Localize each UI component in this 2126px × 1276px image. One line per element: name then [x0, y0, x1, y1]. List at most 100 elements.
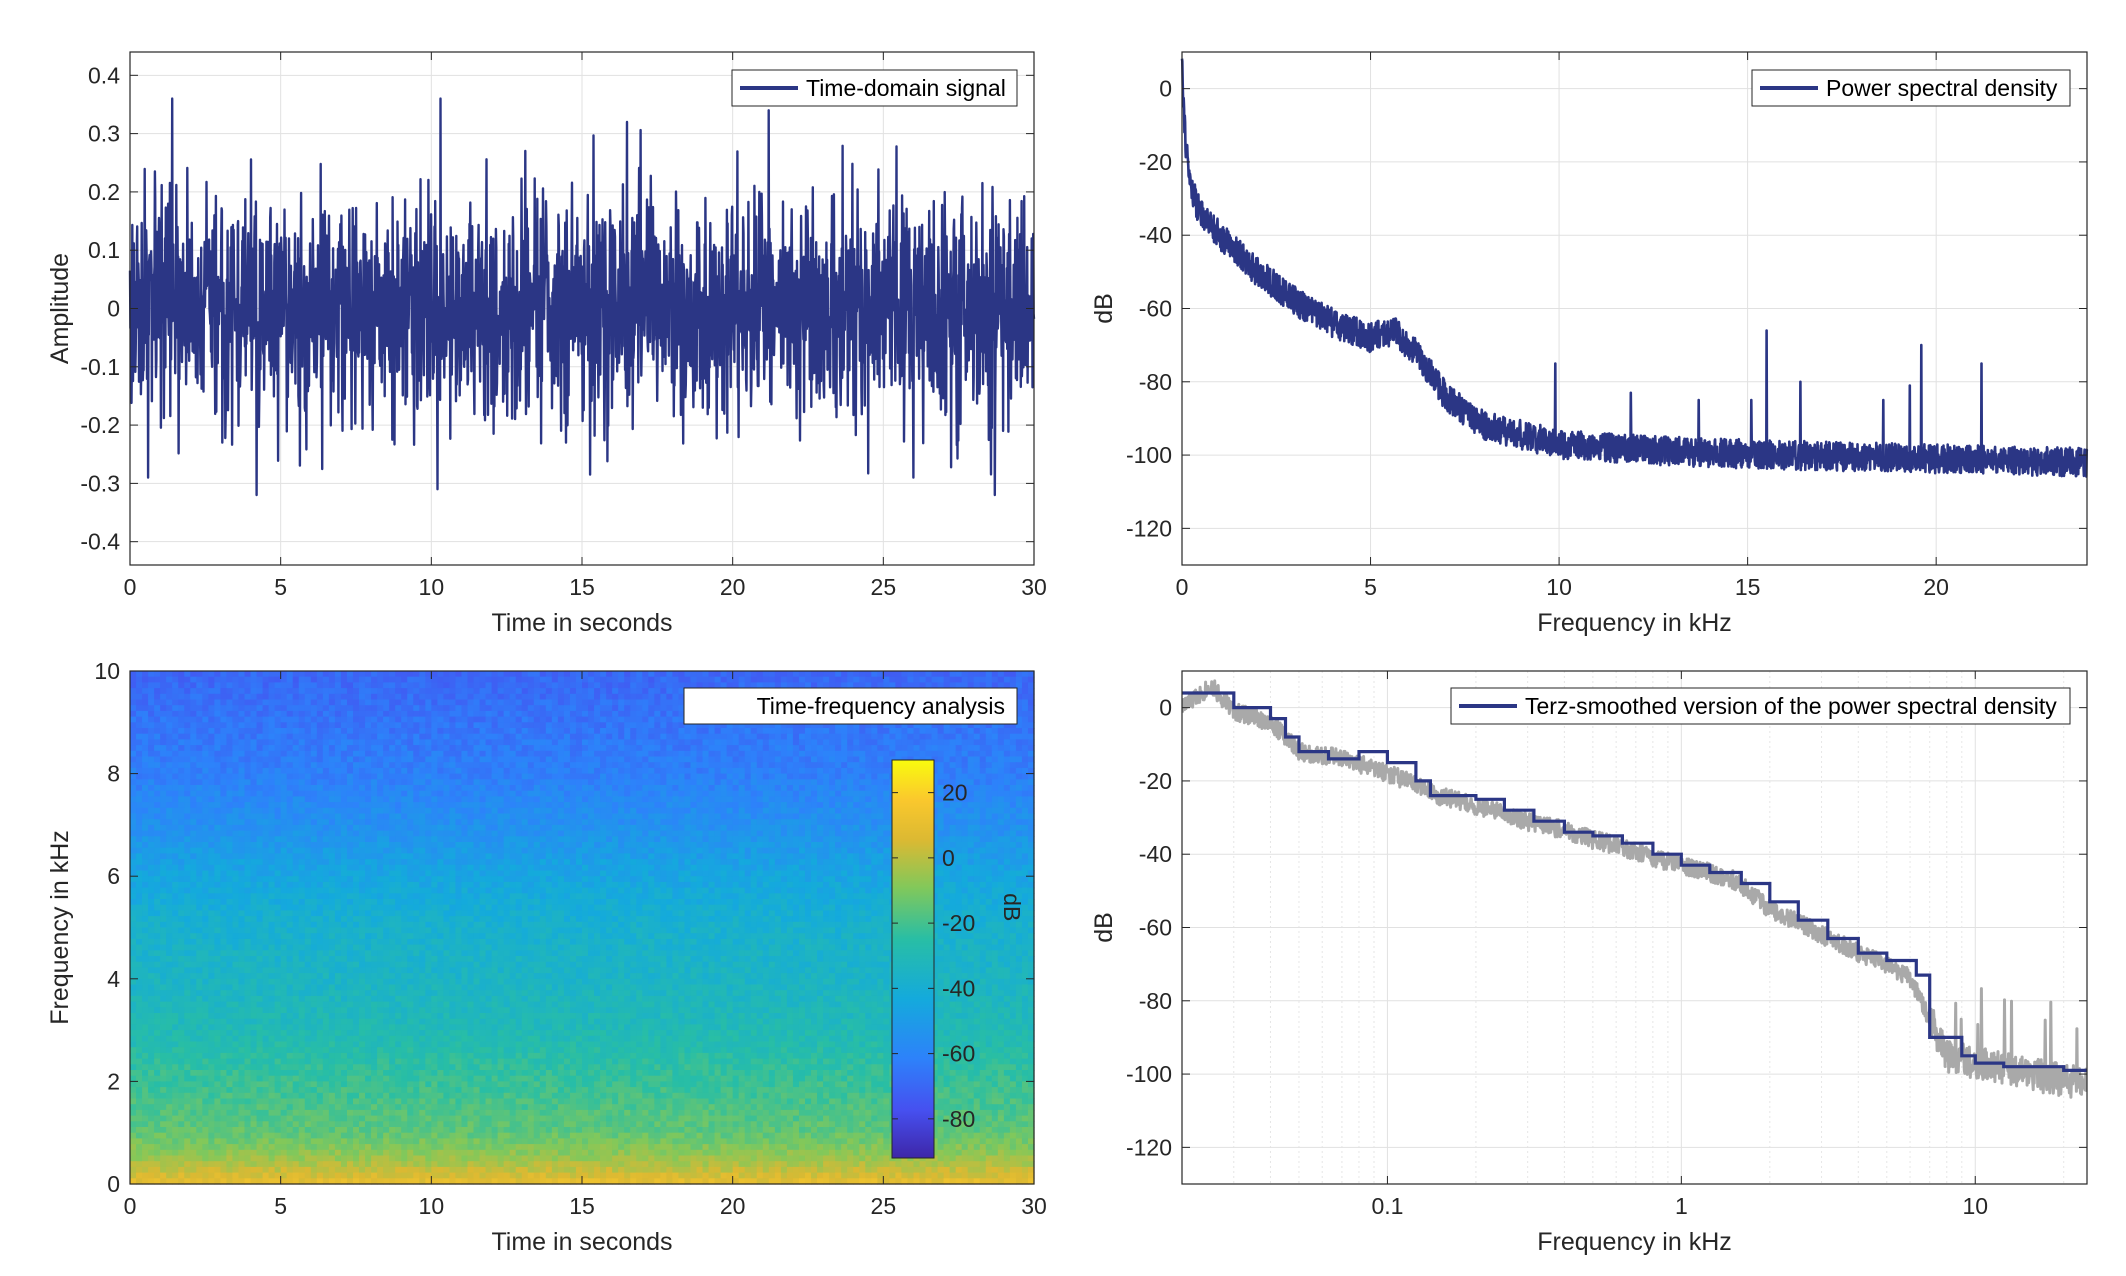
- heatmap-cell: [708, 790, 716, 797]
- heatmap-cell: [654, 710, 661, 718]
- heatmap-cell: [232, 676, 240, 683]
- heatmap-cell: [425, 716, 432, 723]
- heatmap-cell: [142, 671, 149, 678]
- heatmap-cell: [202, 767, 209, 775]
- heatmap-cell: [594, 693, 601, 701]
- heatmap-cell: [588, 676, 595, 683]
- heatmap-cell: [871, 756, 878, 763]
- heatmap-cell: [328, 853, 336, 860]
- heatmap-cell: [515, 745, 523, 752]
- heatmap-cell: [346, 824, 354, 832]
- heatmap-cell: [449, 847, 457, 854]
- heatmap-cell: [630, 710, 637, 718]
- heatmap-cell: [756, 728, 764, 735]
- heatmap-cell: [202, 842, 209, 849]
- heatmap-cell: [395, 790, 402, 797]
- heatmap-cell: [407, 842, 414, 849]
- heatmap-cell: [883, 836, 890, 843]
- heatmap-cell: [600, 790, 607, 797]
- heatmap-cell: [220, 710, 228, 718]
- heatmap-cell: [352, 767, 360, 775]
- heatmap-cell: [389, 767, 396, 775]
- heatmap-cell: [214, 705, 221, 712]
- heatmap-cell: [606, 733, 613, 740]
- heatmap-cell: [666, 716, 673, 723]
- heatmap-cell: [594, 796, 601, 803]
- heatmap-cell: [449, 671, 457, 678]
- heatmap-cell: [606, 802, 613, 809]
- heatmap-cell: [853, 756, 860, 763]
- heatmap-cell: [190, 824, 197, 832]
- heatmap-cell: [491, 842, 499, 849]
- heatmap-cell: [202, 819, 209, 826]
- heatmap-cell: [443, 790, 451, 797]
- heatmap-cell: [389, 836, 396, 843]
- heatmap-cell: [991, 728, 999, 735]
- heatmap-cell: [636, 733, 643, 740]
- heatmap-cell: [377, 722, 384, 729]
- heatmap-cell: [160, 842, 167, 849]
- heatmap-cell: [853, 750, 860, 758]
- heatmap-cell: [636, 710, 643, 718]
- heatmap-cell: [624, 813, 631, 820]
- heatmap-cell: [949, 676, 957, 683]
- heatmap-cell: [654, 745, 661, 752]
- heatmap-cell: [130, 836, 137, 843]
- heatmap-cell: [280, 728, 288, 735]
- heatmap-cell: [624, 824, 631, 832]
- heatmap-cell: [178, 773, 185, 780]
- heatmap-cell: [196, 842, 203, 849]
- heatmap-cell: [545, 733, 553, 740]
- heatmap-cell: [154, 842, 161, 849]
- heatmap-cell: [678, 762, 686, 769]
- heatmap-cell: [166, 767, 173, 775]
- heatmap-cell: [214, 767, 221, 775]
- heatmap-cell: [684, 767, 692, 775]
- heatmap-cell: [582, 824, 589, 832]
- heatmap-cell: [732, 733, 740, 740]
- heatmap-cell: [304, 699, 312, 706]
- heatmap-cell: [907, 745, 915, 752]
- heatmap-cell: [624, 716, 631, 723]
- heatmap-cell: [660, 728, 667, 735]
- heatmap-cell: [346, 756, 354, 763]
- heatmap-cell: [184, 762, 191, 769]
- heatmap-cell: [684, 682, 692, 689]
- x-tick-label: 10: [1546, 574, 1572, 600]
- heatmap-cell: [449, 853, 457, 860]
- heatmap-cell: [148, 785, 155, 792]
- heatmap-cell: [491, 750, 499, 758]
- heatmap-cell: [166, 745, 173, 752]
- heatmap-cell: [346, 847, 354, 854]
- heatmap-cell: [304, 853, 312, 860]
- y-tick-label: 0.2: [88, 179, 120, 205]
- heatmap-cell: [274, 710, 282, 718]
- heatmap-cell: [497, 802, 505, 809]
- heatmap-cell: [166, 710, 173, 718]
- heatmap-cell: [178, 699, 185, 706]
- heatmap-cell: [509, 842, 517, 849]
- heatmap-cell: [214, 785, 221, 792]
- heatmap-cell: [509, 830, 517, 837]
- heatmap-cell: [774, 676, 782, 683]
- heatmap-cell: [1003, 750, 1011, 758]
- heatmap-cell: [286, 739, 294, 746]
- heatmap-cell: [280, 722, 288, 729]
- heatmap-cell: [515, 716, 523, 723]
- heatmap-cell: [184, 745, 191, 752]
- heatmap-cell: [527, 671, 535, 678]
- heatmap-cell: [304, 728, 312, 735]
- heatmap-cell: [130, 796, 137, 803]
- heatmap-cell: [383, 785, 390, 792]
- heatmap-cell: [190, 705, 197, 712]
- heatmap-cell: [762, 739, 770, 746]
- heatmap-cell: [678, 699, 686, 706]
- heatmap-cell: [804, 745, 812, 752]
- heatmap-cell: [648, 745, 655, 752]
- heatmap-cell: [136, 762, 143, 769]
- heatmap-cell: [871, 836, 878, 843]
- heatmap-cell: [521, 807, 529, 815]
- heatmap-cell: [569, 785, 577, 792]
- heatmap-cell: [877, 824, 884, 832]
- heatmap-cell: [859, 847, 866, 854]
